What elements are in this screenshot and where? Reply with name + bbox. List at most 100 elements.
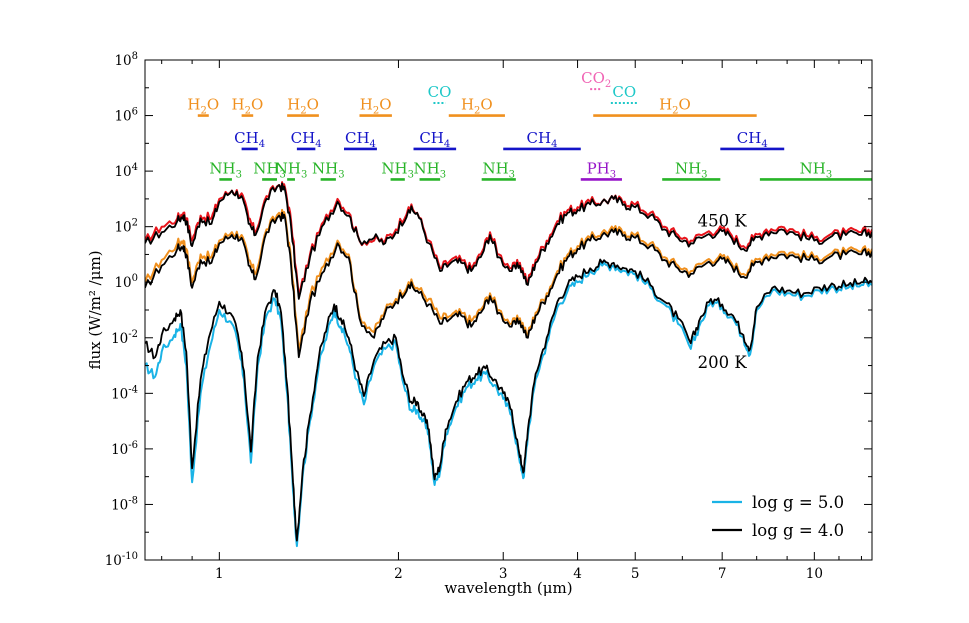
legend-label: log g = 4.0 [752,521,844,540]
y-tick-label-base: 10 [114,275,131,291]
y-tick-label: 108 [114,51,138,69]
molecule-label-subscript: 3 [236,169,242,180]
series-line [145,182,872,300]
molecule-label-main: NH [482,159,508,177]
y-tick-label-exponent: -10 [122,551,138,562]
molecule-label-subscript: 3 [610,169,616,180]
y-axis-label: flux (W/m² /μm) [86,250,104,369]
y-tick-label: 10-2 [111,329,138,347]
molecule-label-main: NH [800,159,826,177]
y-tick-label-base: 10 [105,553,122,569]
molecule-label-subscript: 4 [444,139,450,150]
molecule-label-subscript: 2 [245,106,251,117]
molecule-label-subscript: 4 [259,139,265,150]
molecule-label-main: CH [419,129,444,147]
molecule-label-subscript: 4 [315,139,321,150]
y-tick-label-base: 10 [111,331,128,347]
molecule-label-main: NH [381,159,407,177]
y-tick-label-base: 10 [114,220,131,236]
x-axis-label: wavelength (μm) [444,579,572,597]
molecule-label-main: CH [345,129,370,147]
temperature-label: 450 K [698,212,748,231]
molecule-label: CH4 [737,129,768,150]
molecule-label: H2O [461,96,493,117]
molecule-label: CH4 [419,129,450,150]
molecule-label-main: CH [527,129,552,147]
molecule-label-post: O [307,96,319,114]
temperature-label: 200 K [698,353,748,372]
y-tick-label-exponent: -6 [128,440,138,451]
molecule-label-main: NH [253,159,279,177]
molecule-label-main: NH [275,159,301,177]
y-tick-label-base: 10 [114,53,131,69]
series-line [145,208,872,353]
molecule-label-main: CO [612,83,636,101]
molecule-label-subscript: 3 [338,169,344,180]
series-line [145,211,872,359]
molecule-label-subscript: 2 [605,79,611,90]
molecule-label-subscript: 3 [408,169,414,180]
molecule-label: NH3 [414,159,447,180]
molecule-label: CH4 [345,129,376,150]
molecule-label: PH3 [587,159,617,180]
y-tick-label-exponent: 4 [132,162,138,173]
molecule-label: H2O [232,96,264,117]
molecule-label-subscript: 2 [373,106,379,117]
molecule-label-subscript: 3 [701,169,707,180]
molecule-label-main: H [461,96,474,114]
y-tick-label-exponent: 0 [132,273,138,284]
molecule-label-main: NH [312,159,338,177]
y-tick-label-exponent: -2 [128,329,138,340]
molecule-label-post: O [679,96,691,114]
y-tick-label-exponent: 2 [132,218,138,229]
legend-label: log g = 5.0 [752,493,844,512]
y-tick-label-exponent: -4 [128,384,138,395]
molecule-label-main: H [232,96,245,114]
molecule-label: CO2 [581,69,611,90]
x-tick-label: 2 [394,566,403,582]
y-tick-label: 100 [114,273,138,291]
molecule-label: NH3 [275,159,308,180]
molecule-label: H2O [287,96,319,117]
molecule-label: NH3 [209,159,242,180]
molecule-label-subscript: 2 [672,106,678,117]
molecule-label: NH3 [381,159,414,180]
x-tick-label: 4 [573,566,582,582]
x-tick-label: 3 [499,566,508,582]
molecule-label-subscript: 2 [300,106,306,117]
x-tick-label: 1 [215,566,224,582]
x-tick-label: 10 [806,566,823,582]
molecule-label: H2O [187,96,219,117]
molecule-label-subscript: 2 [474,106,480,117]
molecule-label-subscript: 4 [370,139,376,150]
y-tick-label: 102 [114,218,138,236]
x-tick-label: 7 [718,566,727,582]
molecule-label-subscript: 3 [301,169,307,180]
molecule-label: NH3 [800,159,833,180]
molecule-label-subscript: 2 [200,106,206,117]
molecule-label-subscript: 3 [509,169,515,180]
y-tick-label: 104 [114,162,138,180]
y-tick-label-base: 10 [111,497,128,513]
molecule-label-main: NH [414,159,440,177]
y-tick-label: 10-10 [105,551,138,569]
molecule-label: NH3 [312,159,345,180]
molecule-label-main: H [360,96,373,114]
molecule-label-main: PH [587,159,610,177]
series-layer [145,181,872,548]
molecule-label-main: CH [291,129,316,147]
molecule-label-subscript: 3 [826,169,832,180]
y-tick-label: 106 [114,107,138,125]
molecule-label-subscript: 4 [761,139,767,150]
y-tick-label: 10-6 [111,440,138,458]
molecule-label: CO [428,83,452,101]
y-tick-label-exponent: 8 [132,51,138,62]
molecule-label: CH4 [291,129,322,150]
molecule-label-main: H [187,96,200,114]
molecule-label-post: O [207,96,219,114]
y-tick-label: 10-4 [111,384,138,402]
molecule-label-main: NH [675,159,701,177]
molecule-label-main: CO [428,83,452,101]
legend: log g = 5.0 log g = 4.0 [712,493,844,540]
x-tick-label: 5 [631,566,640,582]
